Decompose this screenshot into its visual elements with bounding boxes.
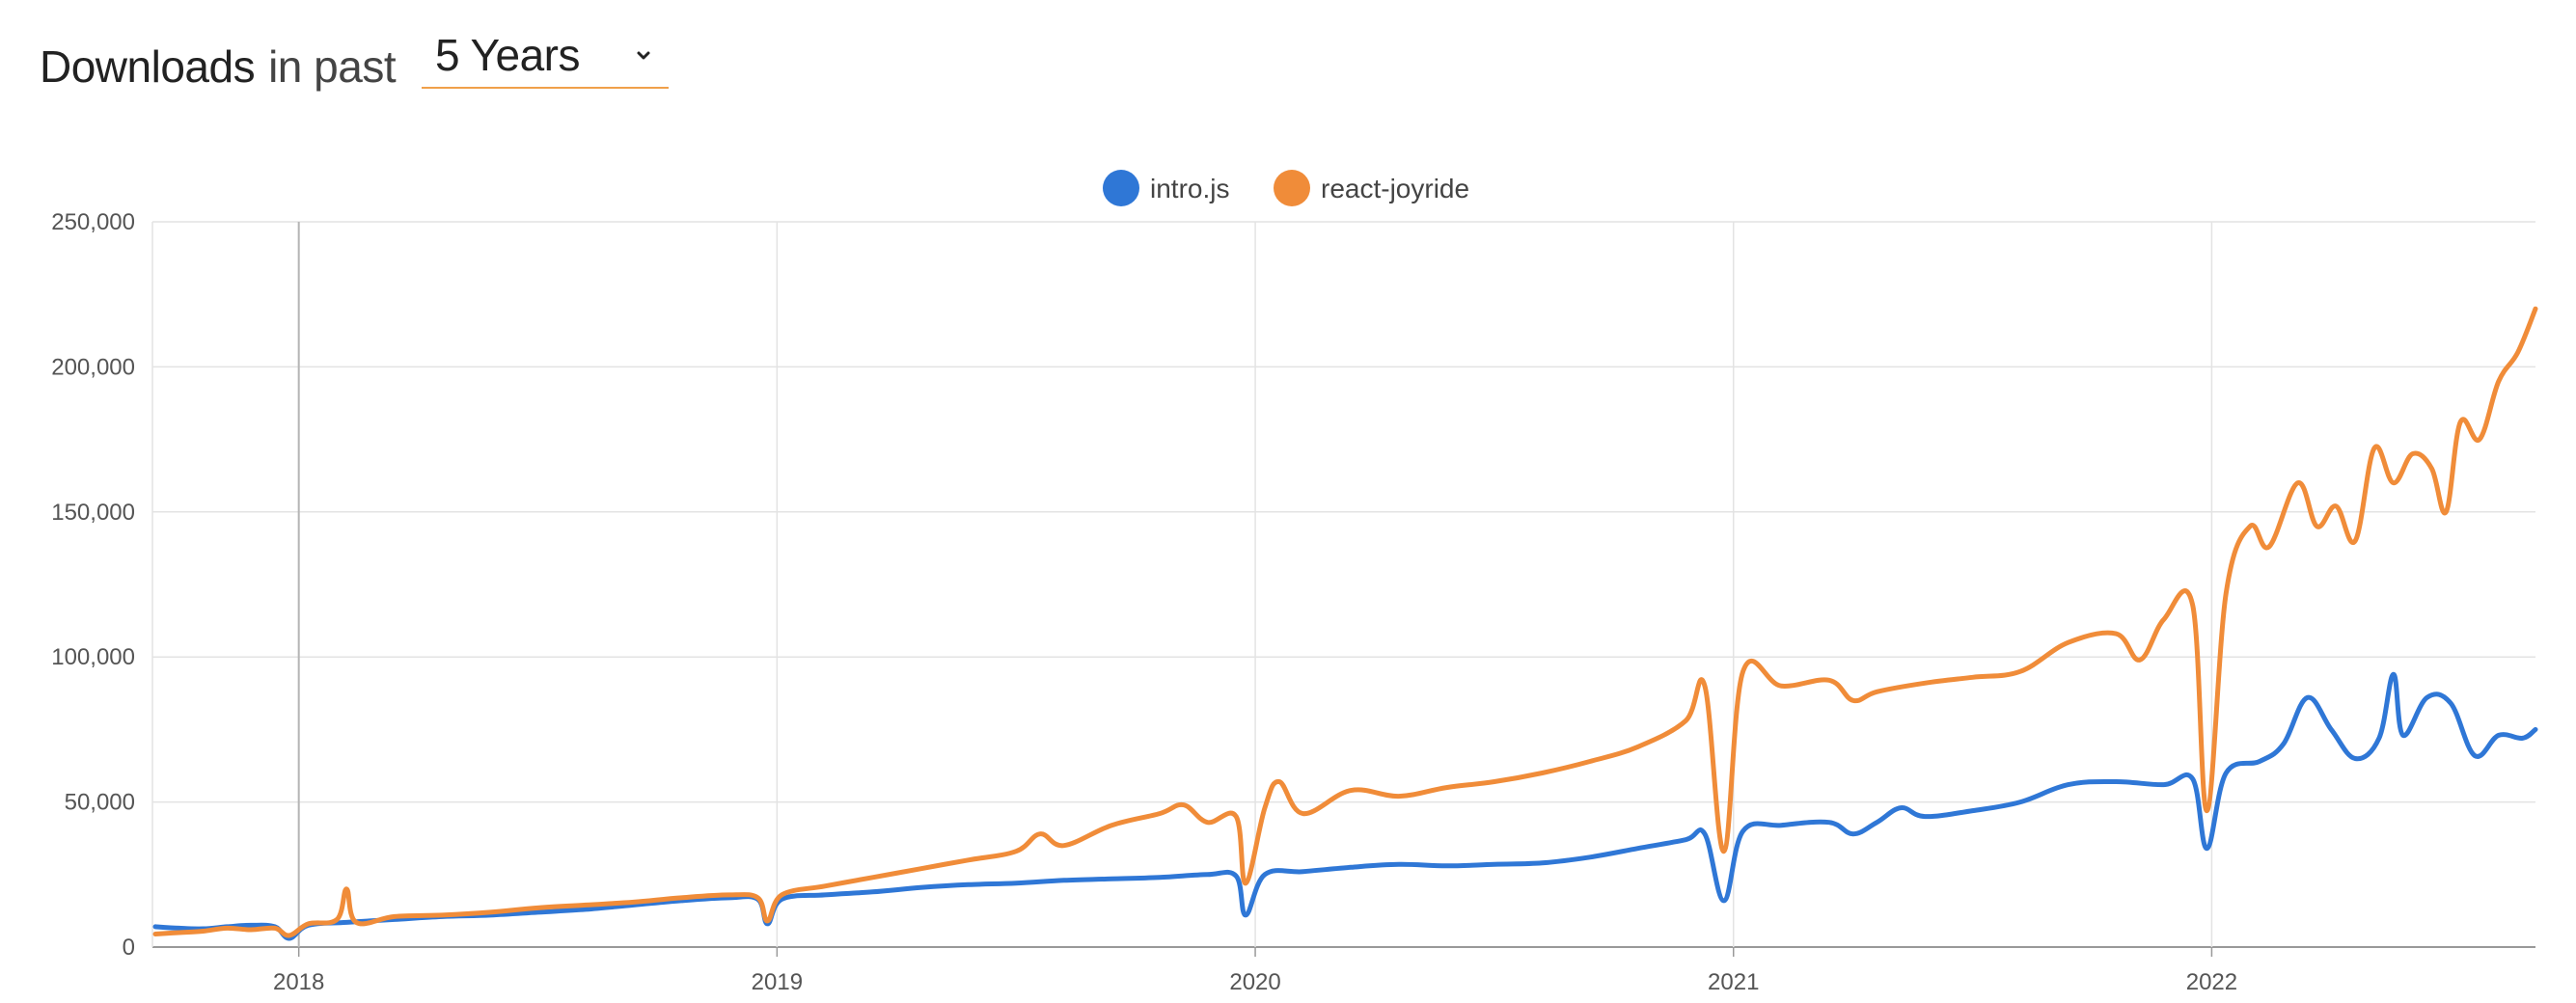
y-tick-label: 200,000 (51, 354, 135, 380)
x-tick-label: 2020 (1229, 969, 1280, 995)
series-line-react-joyride (152, 306, 2538, 938)
x-tick-label: 2022 (2186, 969, 2237, 995)
y-tick-label: 0 (123, 935, 135, 961)
legend-item-react-joyride[interactable]: react-joyride (1274, 170, 1469, 206)
legend-swatch (1274, 170, 1310, 206)
chart-grid (151, 221, 2535, 948)
downloads-header: Downloads in past (40, 25, 397, 93)
chart-legend: intro.js react-joyride (1103, 170, 1469, 206)
y-tick-label: 100,000 (51, 644, 135, 670)
y-tick-label: 250,000 (51, 209, 135, 235)
header-subtitle: in past (268, 41, 397, 92)
chevron-down-icon (637, 51, 650, 60)
header-title: Downloads (40, 41, 256, 92)
legend-swatch (1103, 170, 1139, 206)
y-tick-label: 50,000 (65, 790, 135, 816)
x-tick-label: 2021 (1708, 969, 1759, 995)
legend-item-intro-js[interactable]: intro.js (1103, 170, 1229, 206)
y-tick-label: 150,000 (51, 500, 135, 526)
legend-label: react-joyride (1321, 174, 1469, 203)
series-line-intro-js (152, 671, 2538, 941)
x-tick-label: 2018 (273, 969, 324, 995)
chart-series (152, 306, 2538, 941)
period-select[interactable]: 5 Years (422, 25, 669, 89)
chart-axes: 0 50,000 100,000 150,000 200,000 250,000 2018 2… (51, 209, 2237, 995)
period-select-value: 5 Years (435, 30, 580, 80)
legend-label: intro.js (1150, 174, 1229, 203)
x-tick-label: 2019 (752, 969, 803, 995)
